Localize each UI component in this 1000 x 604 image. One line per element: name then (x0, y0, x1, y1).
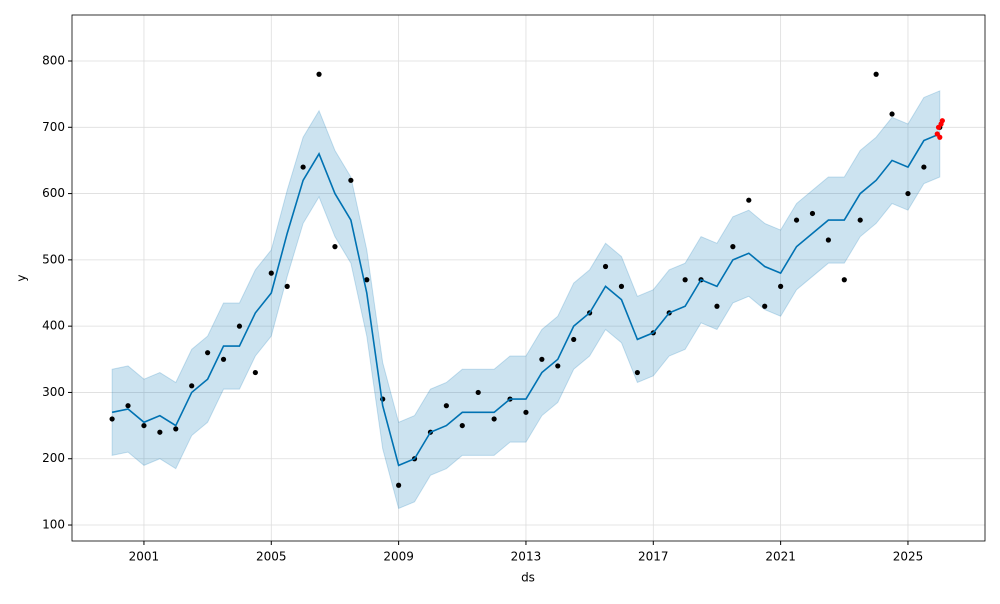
observed-point (491, 416, 497, 422)
observed-point (730, 244, 736, 250)
y-tick-label: 400 (42, 319, 65, 333)
x-tick-label: 2013 (511, 550, 542, 564)
observed-point (682, 277, 688, 283)
observed-point (443, 403, 449, 409)
observed-point (348, 177, 354, 183)
observed-point (220, 356, 227, 362)
x-tick-label: 2025 (893, 550, 924, 564)
observed-point (396, 482, 402, 488)
observed-point (268, 270, 274, 276)
observed-point (125, 403, 131, 409)
y-tick-label: 100 (42, 518, 65, 532)
observed-point (523, 409, 529, 415)
x-axis-label: ds (521, 571, 535, 585)
observed-point (539, 356, 545, 362)
observed-point (300, 164, 306, 170)
observed-point (762, 303, 768, 309)
observed-point (252, 369, 258, 376)
observed-point (459, 422, 465, 429)
y-tick-label: 300 (42, 385, 65, 399)
observed-point (746, 197, 752, 203)
observed-point (205, 350, 211, 356)
recent-point (937, 134, 943, 140)
observed-point (571, 336, 577, 343)
y-tick-label: 500 (42, 252, 65, 266)
observed-point (364, 277, 370, 283)
observed-point (905, 190, 911, 197)
observed-point (316, 71, 322, 77)
observed-point (793, 217, 800, 223)
observed-point (857, 217, 863, 223)
x-tick-label: 2017 (638, 550, 669, 564)
recent-point (939, 118, 945, 124)
observed-point (809, 210, 816, 217)
observed-point (173, 426, 179, 432)
observed-point (602, 263, 609, 270)
observed-point (873, 71, 879, 77)
plot-frame (71, 14, 986, 542)
x-tick-label: 2001 (129, 550, 160, 564)
observed-point (889, 111, 895, 117)
forecast-line (111, 133, 941, 467)
x-tick-label: 2021 (765, 550, 796, 564)
observed-point (236, 323, 243, 329)
y-tick-label: 600 (42, 186, 65, 200)
y-tick-label: 700 (42, 120, 65, 134)
observed-point (109, 416, 115, 422)
y-tick-label: 800 (42, 54, 65, 68)
observed-point (921, 164, 927, 170)
observed-point (825, 237, 831, 243)
uncertainty-band (111, 90, 941, 510)
observed-point (332, 244, 338, 250)
x-tick-label: 2009 (383, 550, 414, 564)
observed-point (157, 429, 163, 435)
observed-point (841, 277, 847, 283)
observed-point (634, 369, 640, 376)
observed-point (141, 422, 147, 429)
y-tick-label: 200 (42, 451, 65, 465)
y-axis-label: y (15, 274, 29, 281)
observed-point (475, 389, 481, 396)
observed-point (189, 383, 195, 389)
observed-point (618, 283, 625, 289)
observed-point (778, 283, 784, 289)
x-tick-label: 2005 (256, 550, 287, 564)
observed-point (284, 283, 290, 289)
observed-point (714, 303, 720, 309)
observed-point (555, 363, 561, 369)
